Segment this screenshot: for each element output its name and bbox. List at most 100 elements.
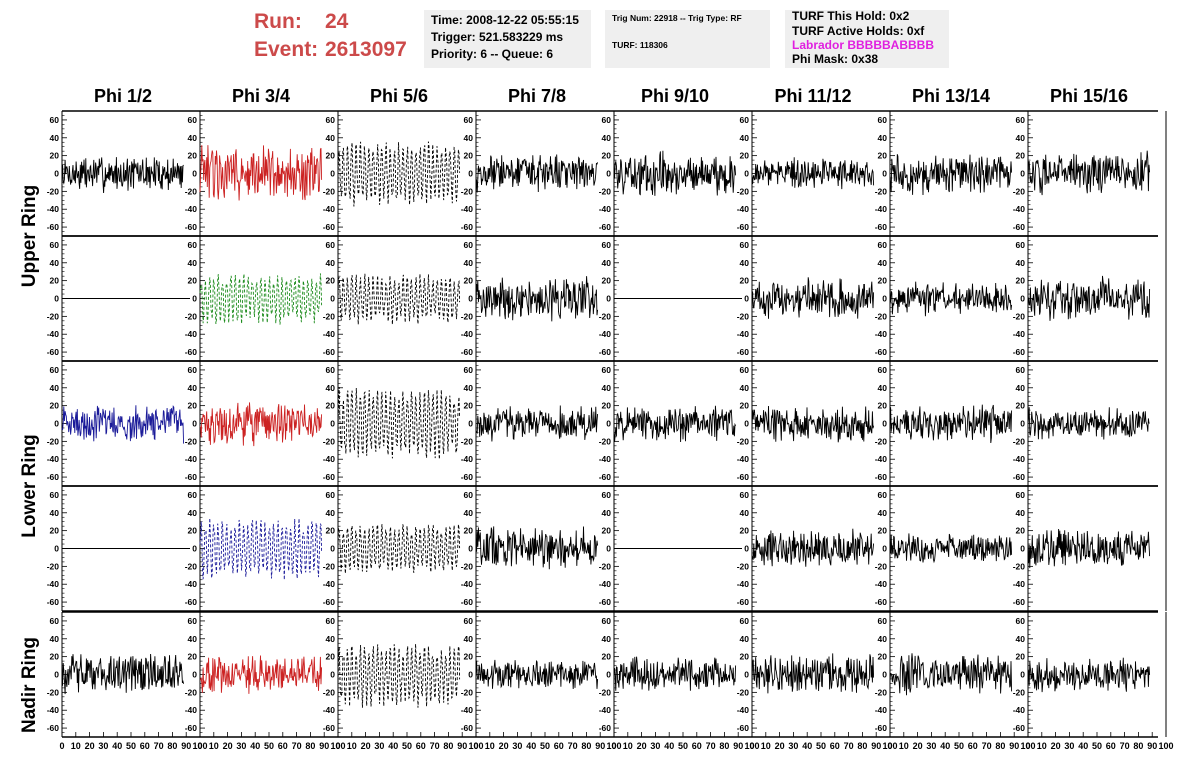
y-tick-label: 0 [192,419,197,429]
y-tick-label: 40 [464,634,474,644]
waveform-trace [337,643,461,708]
y-tick-label: 60 [50,616,60,626]
waveform-trace [199,273,323,325]
y-tick-label: 0 [468,294,473,304]
y-tick-label: 0 [192,670,197,680]
y-tick-label: 0 [1020,169,1025,179]
x-tick-label: 40 [388,741,398,751]
y-tick-label: 60 [740,616,750,626]
y-tick-label: -60 [599,347,612,357]
y-tick-label: 60 [326,240,336,250]
y-tick-label: -20 [599,561,612,571]
y-tick-label: -20 [461,186,474,196]
y-tick-label: -20 [737,687,750,697]
y-tick-label: 40 [326,508,336,518]
y-tick-label: 40 [1016,133,1026,143]
y-tick-label: -60 [875,347,888,357]
x-tick-label: 50 [678,741,688,751]
y-tick-label: -20 [1013,311,1026,321]
y-tick-label: 40 [878,258,888,268]
y-tick-label: 0 [192,169,197,179]
y-tick-label: 60 [1016,616,1026,626]
y-tick-label: 20 [602,652,612,662]
y-tick-label: 0 [468,169,473,179]
y-tick-label: 20 [188,526,198,536]
waveform-trace [61,653,185,695]
y-tick-label: -60 [737,347,750,357]
column-header-phi-15-16: Phi 15/16 [1049,86,1129,106]
x-tick-label: 50 [954,741,964,751]
y-tick-label: 60 [50,490,60,500]
y-tick-label: -20 [875,436,888,446]
y-tick-label: 40 [602,383,612,393]
y-tick-label: 20 [188,276,198,286]
y-tick-label: 0 [1020,294,1025,304]
waveform-trace [1027,528,1151,569]
y-tick-label: -60 [461,222,474,232]
waveform-trace [199,655,323,694]
y-tick-label: 40 [740,383,750,393]
y-tick-label: -60 [47,222,60,232]
y-tick-label: -20 [737,561,750,571]
y-tick-label: 20 [1016,401,1026,411]
y-tick-label: 0 [606,670,611,680]
x-tick-label: 0 [887,741,892,751]
y-tick-label: -40 [737,204,750,214]
x-tick-label: 0 [749,741,754,751]
x-tick-label: 30 [1064,741,1074,751]
y-tick-label: 60 [878,365,888,375]
column-header-phi-7-8: Phi 7/8 [507,86,567,106]
x-tick-label: 90 [319,741,329,751]
x-tick-label: 20 [499,741,509,751]
y-tick-label: 0 [192,544,197,554]
y-tick-label: 0 [744,169,749,179]
y-tick-label: 0 [54,169,59,179]
waveform-trace [1027,657,1151,693]
y-tick-label: -40 [185,329,198,339]
y-tick-label: 40 [326,383,336,393]
x-tick-label: 30 [374,741,384,751]
waveform-trace [751,157,875,190]
x-tick-label: 10 [347,741,357,751]
y-tick-label: -60 [599,472,612,482]
y-tick-label: -40 [461,579,474,589]
y-tick-label: 0 [882,294,887,304]
x-tick-label: 90 [733,741,743,751]
y-tick-label: 20 [878,652,888,662]
y-tick-label: 60 [1016,490,1026,500]
y-tick-label: 60 [326,365,336,375]
y-tick-label: 20 [1016,151,1026,161]
x-tick-label: 50 [1092,741,1102,751]
y-tick-label: 0 [468,419,473,429]
y-tick-label: -20 [1013,561,1026,571]
x-tick-label: 80 [857,741,867,751]
column-header-phi-13-14: Phi 13/14 [911,86,991,106]
y-tick-label: 40 [326,634,336,644]
y-tick-label: 60 [50,115,60,125]
y-tick-label: 40 [1016,508,1026,518]
y-tick-label: 20 [464,652,474,662]
x-tick-label: 100 [192,741,207,751]
trig-info-box [605,10,770,68]
y-tick-label: -60 [323,723,336,733]
y-tick-label: -40 [323,329,336,339]
y-tick-label: -40 [323,204,336,214]
x-tick-label: 90 [457,741,467,751]
y-tick-label: 60 [188,490,198,500]
waveform-trace [751,653,875,694]
y-tick-label: 40 [50,383,60,393]
y-tick-label: -40 [185,204,198,214]
y-tick-label: 0 [330,294,335,304]
waveform-trace [1027,275,1151,321]
y-tick-label: 0 [330,670,335,680]
x-tick-label: 40 [940,741,950,751]
priority-text: Priority: 6 -- Queue: 6 [431,47,554,61]
waveform-trace [475,405,599,442]
y-tick-label: 20 [740,276,750,286]
column-header-phi-11-12: Phi 11/12 [774,86,852,106]
y-tick-label: 40 [1016,258,1026,268]
waveform-trace [337,386,461,460]
x-tick-label: 90 [871,741,881,751]
y-tick-label: -40 [461,329,474,339]
y-tick-label: -20 [599,436,612,446]
